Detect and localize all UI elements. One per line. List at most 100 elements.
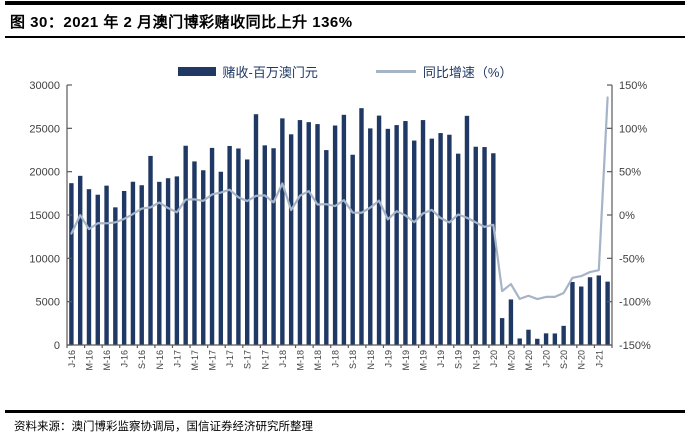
bar	[139, 185, 144, 345]
bar	[464, 115, 470, 345]
bar	[288, 134, 294, 345]
bar	[332, 125, 338, 345]
growth-line-swatch-icon	[375, 70, 416, 73]
svg-text:-50%: -50%	[619, 253, 645, 265]
bar	[165, 178, 171, 345]
svg-text:0%: 0%	[619, 210, 635, 222]
bar	[95, 194, 100, 345]
bar	[561, 325, 566, 345]
yoy-growth-line	[70, 96, 609, 301]
revenue-bar-swatch-icon	[177, 67, 216, 76]
x-axis-labels: J-16 M-16 M-16 J-16 S-16 N-16 J-17 M-17 M-17 J-17…	[67, 350, 604, 371]
svg-text:J-18: J-18	[278, 350, 288, 368]
svg-text:15000: 15000	[29, 210, 60, 222]
svg-text:N-18: N-18	[366, 350, 376, 370]
svg-text:N-20: N-20	[577, 350, 587, 370]
svg-text:5000: 5000	[36, 297, 60, 309]
svg-text:0: 0	[54, 340, 60, 352]
svg-text:M-20: M-20	[524, 350, 534, 371]
svg-text:M-17: M-17	[190, 350, 200, 371]
bar	[306, 122, 311, 346]
bar	[438, 133, 443, 345]
bar	[271, 148, 276, 345]
bar	[201, 170, 206, 345]
bar	[368, 128, 373, 345]
bar	[596, 275, 602, 345]
bar	[499, 318, 505, 345]
bar	[253, 114, 259, 346]
svg-text:J-20: J-20	[542, 350, 552, 368]
bar	[420, 120, 426, 345]
bar	[543, 333, 549, 345]
bar	[174, 176, 180, 345]
bar	[324, 150, 329, 345]
bar	[385, 128, 391, 345]
bar	[482, 147, 487, 345]
bar	[455, 153, 461, 345]
legend-label-growth: 同比增速（%）	[422, 65, 513, 80]
bar	[526, 329, 531, 345]
bar	[491, 153, 496, 345]
legend-label-revenue: 赌收-百万澳门元	[222, 65, 318, 80]
bar	[570, 281, 575, 345]
bar	[412, 140, 417, 345]
svg-text:J-21: J-21	[594, 350, 604, 368]
bar	[157, 181, 162, 345]
bar	[113, 207, 118, 345]
bar	[552, 333, 558, 345]
source-note: 资料来源：澳门博彩监察协调局，国信证券经济研究所整理	[14, 421, 313, 433]
bar	[376, 115, 382, 345]
right-axis-labels: 150% 100% 50% 0% -50% -100% -150%	[619, 80, 651, 352]
bar	[245, 159, 250, 345]
svg-text:S-16: S-16	[137, 350, 147, 369]
bar	[183, 145, 188, 345]
bar	[280, 118, 285, 345]
bar	[236, 148, 241, 345]
svg-text:M-16: M-16	[102, 350, 112, 371]
bottom-border-rule	[5, 410, 685, 413]
bar	[447, 134, 452, 345]
bar	[350, 154, 355, 345]
svg-text:M-16: M-16	[85, 350, 95, 371]
svg-text:M-19: M-19	[401, 350, 411, 371]
combo-chart-plot: 0 5000 10000 15000 20000 25000 30000 150% 100% 50…	[29, 80, 651, 371]
bar	[69, 183, 74, 345]
axes	[66, 84, 613, 348]
top-border-rule	[5, 1, 685, 5]
svg-text:J-19: J-19	[383, 350, 393, 368]
svg-text:S-17: S-17	[243, 350, 253, 369]
bar	[341, 114, 347, 345]
svg-text:150%: 150%	[619, 80, 647, 92]
bar	[104, 185, 109, 345]
svg-text:10000: 10000	[29, 253, 60, 265]
svg-text:-100%: -100%	[619, 297, 651, 309]
bar	[227, 145, 232, 345]
bar	[473, 146, 478, 345]
bar	[297, 120, 303, 345]
svg-text:J-16: J-16	[120, 350, 130, 368]
bar	[587, 277, 593, 345]
figure-title: 图 30：2021 年 2 月澳门博彩赌收同比上升 136%	[10, 14, 353, 31]
chart-legend: 赌收-百万澳门元 同比增速（%）	[0, 62, 690, 81]
left-axis-labels: 0 5000 10000 15000 20000 25000 30000	[29, 80, 60, 352]
bar	[148, 155, 153, 345]
bar	[394, 125, 399, 345]
svg-text:50%: 50%	[619, 167, 641, 179]
bar	[535, 338, 540, 345]
svg-text:25000: 25000	[29, 123, 60, 135]
svg-text:-150%: -150%	[619, 340, 651, 352]
svg-text:N-17: N-17	[260, 350, 270, 370]
bar	[315, 124, 320, 345]
svg-text:J-17: J-17	[172, 350, 182, 368]
svg-text:J-20: J-20	[489, 350, 499, 368]
svg-text:M-18: M-18	[313, 350, 323, 371]
svg-text:J-18: J-18	[331, 350, 341, 368]
revenue-bars-series	[69, 108, 610, 346]
svg-text:J-16: J-16	[67, 350, 77, 368]
svg-text:S-18: S-18	[348, 350, 358, 369]
bar	[121, 190, 127, 345]
svg-text:100%: 100%	[619, 123, 647, 135]
svg-text:M-19: M-19	[419, 350, 429, 371]
svg-text:J-17: J-17	[225, 350, 235, 368]
